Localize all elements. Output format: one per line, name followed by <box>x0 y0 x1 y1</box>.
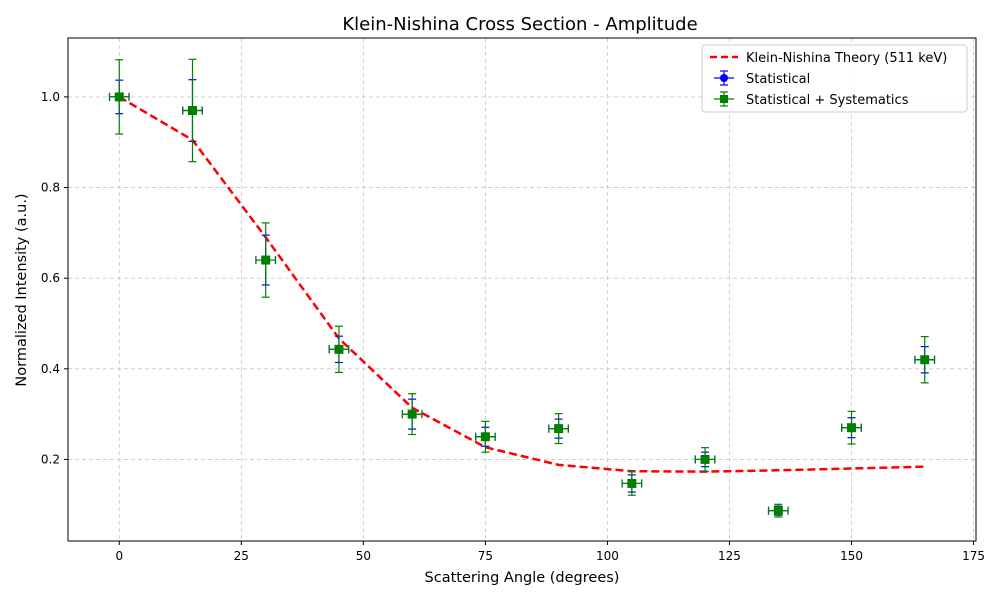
systematics-series-point <box>328 325 350 374</box>
y-tick-label: 0.8 <box>41 181 60 195</box>
y-axis-label: Normalized Intensity (a.u.) <box>14 193 30 386</box>
x-tick-label: 100 <box>596 549 619 563</box>
x-tick-label: 150 <box>840 549 863 563</box>
x-tick-label: 0 <box>115 549 123 563</box>
legend-statistical-swatch <box>714 70 734 86</box>
plot-data <box>108 58 936 518</box>
systematics-series-point <box>841 410 862 445</box>
legend: Klein-Nishina Theory (511 keV) Statistic… <box>701 44 968 113</box>
systematics-series-point <box>255 222 277 298</box>
systematics-series-point <box>694 447 716 472</box>
systematics-series-point <box>767 503 789 518</box>
data-marker <box>114 92 124 102</box>
legend-statistical-label: Statistical <box>746 72 810 87</box>
legend-systematics-swatch <box>714 91 734 107</box>
x-tick-label: 25 <box>234 549 249 563</box>
axis-ticks: 0 25 50 75 100 125 150 175 0.2 0.4 0.6 0.8 1.0 <box>41 90 985 563</box>
chart-title: Klein-Nishina Cross Section - Amplitude <box>342 14 697 35</box>
systematics-series-point <box>475 420 496 453</box>
systematics-series-point <box>182 58 203 163</box>
y-tick-label: 1.0 <box>41 90 60 104</box>
y-tick-label: 0.6 <box>41 271 60 285</box>
y-tick-label: 0.4 <box>41 362 60 376</box>
data-marker <box>627 478 637 488</box>
data-marker <box>261 255 271 265</box>
x-tick-label: 175 <box>962 549 985 563</box>
legend-box <box>701 44 968 113</box>
plot-frame <box>67 37 977 542</box>
systematics-series-point <box>621 471 643 496</box>
systematics-series <box>108 58 936 518</box>
theory-line <box>118 95 925 473</box>
legend-theory-label: Klein-Nishina Theory (511 keV) <box>746 51 947 66</box>
data-marker <box>920 355 930 365</box>
y-tick-label: 0.2 <box>41 452 60 466</box>
data-marker <box>480 432 490 442</box>
x-tick-label: 50 <box>356 549 371 563</box>
data-marker <box>334 344 344 354</box>
data-marker <box>773 506 783 516</box>
data-marker <box>407 409 417 419</box>
x-axis-label: Scattering Angle (degrees) <box>425 570 620 586</box>
systematics-series-point <box>401 393 423 436</box>
data-marker <box>187 106 197 116</box>
legend-systematics-label: Statistical + Systematics <box>746 93 909 108</box>
systematics-series-point <box>914 336 936 384</box>
data-marker <box>847 423 857 433</box>
x-tick-label: 75 <box>478 549 493 563</box>
data-marker <box>700 454 710 464</box>
x-tick-label: 125 <box>718 549 741 563</box>
systematics-series-point <box>548 413 569 445</box>
systematics-series-point <box>108 59 130 135</box>
data-marker <box>554 424 564 434</box>
